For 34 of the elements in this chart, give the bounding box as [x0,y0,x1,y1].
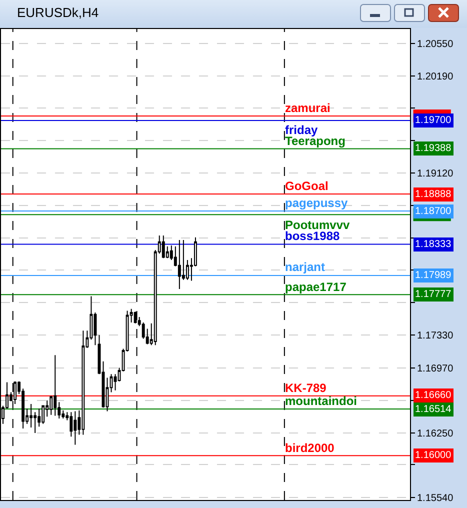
text: 1.19388 [415,143,452,154]
y-tick-label: 1.17330 [417,330,454,342]
ref-line-label: mountaindoi [285,394,357,408]
text: 1.17989 [415,270,452,281]
y-tick-label: 1.15540 [417,492,454,504]
y-tick-label: 1.16250 [417,428,454,440]
candlestick [162,235,165,259]
ref-line-label: narjant [285,260,326,274]
ref-line-label: friday [285,123,318,137]
candlestick [178,240,181,290]
y-tick-label: 1.19120 [417,168,454,180]
text: 1.18333 [415,239,452,250]
y-tick-label: 1.16970 [417,363,454,374]
ref-line-label: pagepussy [285,196,348,210]
text: 1.16660 [415,390,452,401]
ref-line-label: papae1717 [285,280,347,294]
text: 1.16000 [415,450,452,461]
candlestick [54,354,57,416]
ref-line-label: boss1988 [285,229,340,243]
y-tick-label: 1.20190 [417,72,454,83]
ref-line-label: Pootumvvv [285,218,350,232]
chart-title: EURUSDk,H4 [17,5,99,20]
candlestick [82,330,85,436]
ref-line-label: zamurai [285,101,330,115]
ref-line-label: GoGoal [285,179,328,193]
y-tick-label: 1.20550 [417,38,454,50]
text: 1.18700 [415,206,452,217]
ref-line-label: KK-789 [285,381,327,395]
text: 1.18888 [415,189,452,200]
text: 1.16514 [415,404,452,415]
text: 1.19700 [415,115,452,126]
candlestick [74,410,77,446]
text: 1.17777 [415,289,452,300]
ref-line-label: bird2000 [285,441,335,455]
